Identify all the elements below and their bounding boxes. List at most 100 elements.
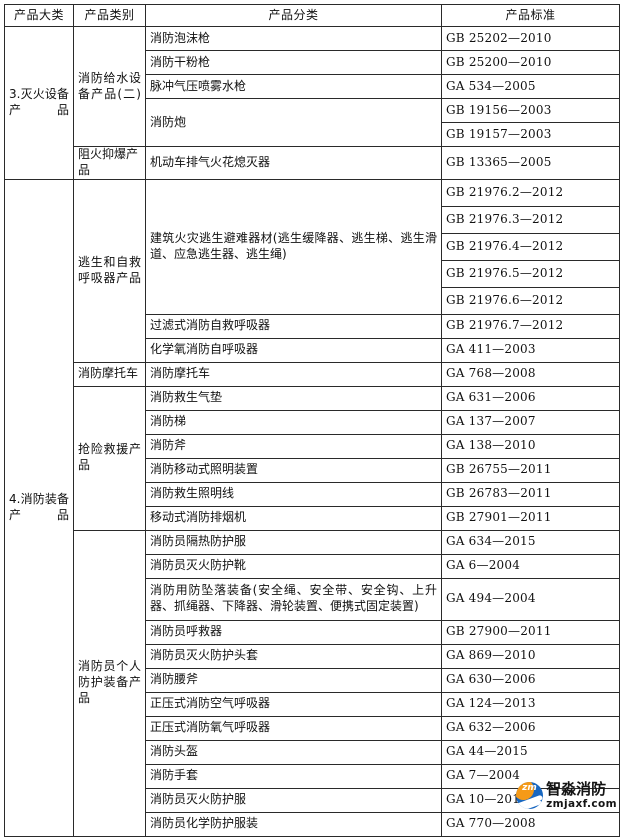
standard-cell: GB 26783—2011 [441,481,620,507]
standard-cell: GA 494—2004 [441,577,620,621]
table-row: 抢险救援产品 消防救生气垫 GA 631—2006 [5,385,620,531]
standard-cell: GA 634—2015 [441,529,620,555]
table-row: 移动式消防排烟机 GB 27901—2011 [5,505,620,531]
standard-cell: GB 26755—2011 [441,457,620,483]
standard-cell: GB 21976.6—2012 [441,286,620,315]
standard-cell: GB 13365—2005 [441,146,620,180]
table-row: 正压式消防氧气呼吸器 GA 632—2006 [5,715,620,741]
classification-cell: 消防救生照明线 [145,481,442,507]
standard-cell: GB 21976.2—2012 [441,178,620,207]
standard-cell: GA 632—2006 [441,715,620,741]
standard-cell: GA 137—2007 [441,409,620,435]
table-row: 消防员灭火防护靴 GA 6—2004 [5,553,620,579]
table-row: 消防员灭火防护头套 GA 869—2010 [5,643,620,669]
table-row: 消防腰斧 GA 630—2006 [5,667,620,693]
table-row: 过滤式消防自救呼吸器 GB 21976.7—2012 [5,313,620,339]
standard-cell: GA 768—2008 [441,361,620,387]
table-row: 3.灭火设备产品 消防给水设备产品(二) 消防泡沫枪 GB 25202—2010 [4,26,620,180]
category-label: 消防给水设备产品(二) [78,70,141,101]
category-label: 阻火抑爆产品 [78,147,139,177]
standard-cell: GB 21976.4—2012 [441,232,620,261]
classification-cell: 建筑火灾逃生避难器材(逃生缓降器、逃生梯、逃生滑道、应急逃生器、逃生绳) [145,178,442,315]
classification-cell: 过滤式消防自救呼吸器 [145,313,442,339]
category-label: 消防员个人防护装备产品 [78,659,141,706]
table-row: 消防干粉枪 GB 25200—2010 [5,50,620,75]
classification-cell: 消防手套 [145,763,442,789]
table-row: 消防用防坠落装备(安全绳、安全带、安全钩、上升器、抓绳器、下降器、滑轮装置、便携… [5,577,620,621]
classification-cell: 消防干粉枪 [145,50,442,75]
standard-cell: GA 631—2006 [441,385,620,411]
classification-cell: 消防斧 [145,433,442,459]
classification-cell: 消防员隔热防护服 [145,529,442,555]
table-row: GB 21976.4—2012 [5,232,620,261]
table-row: 消防移动式照明装置 GB 26755—2011 [5,457,620,483]
standard-cell: GB 21976.3—2012 [441,205,620,234]
column-header-major-category: 产品大类 [4,4,74,27]
table-row: 消防救生照明线 GB 26783—2011 [5,481,620,507]
category-cell-flame-arrester: 阻火抑爆产品 [73,146,146,180]
category-label: 逃生和自救呼吸器产品 [78,254,141,285]
table-header-row: 产品大类 产品类别 产品分类 产品标准 [4,4,620,27]
table-row: 消防斧 GA 138—2010 [5,433,620,459]
category-cell-escape-breathing: 逃生和自救呼吸器产品 [73,178,146,363]
classification-cell: 消防头盔 [145,739,442,765]
column-header-standard: 产品标准 [441,4,620,27]
category-cell-fire-motorcycle: 消防摩托车 [73,361,146,387]
standard-cell: GA 138—2010 [441,433,620,459]
standard-cell: GB 27901—2011 [441,505,620,531]
classification-cell: 消防用防坠落装备(安全绳、安全带、安全钩、上升器、抓绳器、下降器、滑轮装置、便携… [145,577,442,621]
table-row: 正压式消防空气呼吸器 GA 124—2013 [5,691,620,717]
standard-cell: GB 21976.5—2012 [441,259,620,288]
table-row: 消防员个人防护装备产品 消防员隔热防护服 GA 634—2015 [5,529,620,837]
major-category-label: 3.灭火设备产品 [9,87,69,117]
standard-cell: GB 25202—2010 [441,26,620,51]
standard-cell: GA 6—2004 [441,553,620,579]
standard-cell: GA 869—2010 [441,643,620,669]
table-row: 消防员呼救器 GB 27900—2011 [5,619,620,645]
table-row: GB 21976.5—2012 [5,259,620,288]
table-row: 4.消防装备产品 逃生和自救呼吸器产品 建筑火灾逃生避难器材(逃生缓降器、逃生梯… [4,178,620,837]
classification-cell: 消防员灭火防护头套 [145,643,442,669]
classification-cell: 消防摩托车 [145,361,442,387]
column-header-category: 产品类别 [73,4,146,27]
standard-cell: GA 534—2005 [441,74,620,99]
classification-cell: 消防员灭火防护服 [145,787,442,813]
standard-cell: GB 19156—2003 [441,98,620,123]
classification-cell: 化学氧消防自呼吸器 [145,337,442,363]
classification-cell: 消防泡沫枪 [145,26,442,51]
category-cell-rescue: 抢险救援产品 [73,385,146,531]
table-row: 消防炮 GB 19156—2003 [5,98,620,147]
major-category-cell-3: 3.灭火设备产品 [4,26,74,180]
table-row: GB 19157—2003 [5,122,620,147]
category-cell-personal-protective: 消防员个人防护装备产品 [73,529,146,837]
table-row: GB 21976.6—2012 [5,286,620,315]
category-label: 消防摩托车 [78,366,139,381]
major-category-cell-4: 4.消防装备产品 [4,178,74,837]
classification-cell: 消防员呼救器 [145,619,442,645]
category-label: 抢险救援产品 [78,442,141,473]
standard-cell: GA 411—2003 [441,337,620,363]
classification-cell: 正压式消防空气呼吸器 [145,691,442,717]
standard-cell: GB 25200—2010 [441,50,620,75]
classification-cell: 正压式消防氧气呼吸器 [145,715,442,741]
classification-cell: 脉冲气压喷雾水枪 [145,74,442,99]
standard-cell: GB 21976.7—2012 [441,313,620,339]
major-category-label: 4.消防装备产品 [9,491,69,522]
standard-cell: GA 44—2015 [441,739,620,765]
column-header-classification: 产品分类 [145,4,442,27]
standard-cell: GA 7—2004 [441,763,620,789]
classification-cell: 消防员化学防护服装 [145,811,442,837]
classification-cell: 消防员灭火防护靴 [145,553,442,579]
standard-cell: GA 630—2006 [441,667,620,693]
table-row: GB 21976.3—2012 [5,205,620,234]
table-row: 阻火抑爆产品 机动车排气火花熄灭器 GB 13365—2005 [5,146,620,180]
standard-cell: GA 10—2014 [441,787,620,813]
classification-cell: 移动式消防排烟机 [145,505,442,531]
standard-cell: GB 27900—2011 [441,619,620,645]
table-row: 化学氧消防自呼吸器 GA 411—2003 [5,337,620,363]
classification-cell: 消防梯 [145,409,442,435]
standard-cell: GB 19157—2003 [441,122,620,147]
classification-cell: 消防腰斧 [145,667,442,693]
standard-cell: GA 770—2008 [441,811,620,837]
category-cell-water-supply-2: 消防给水设备产品(二) [73,26,146,147]
